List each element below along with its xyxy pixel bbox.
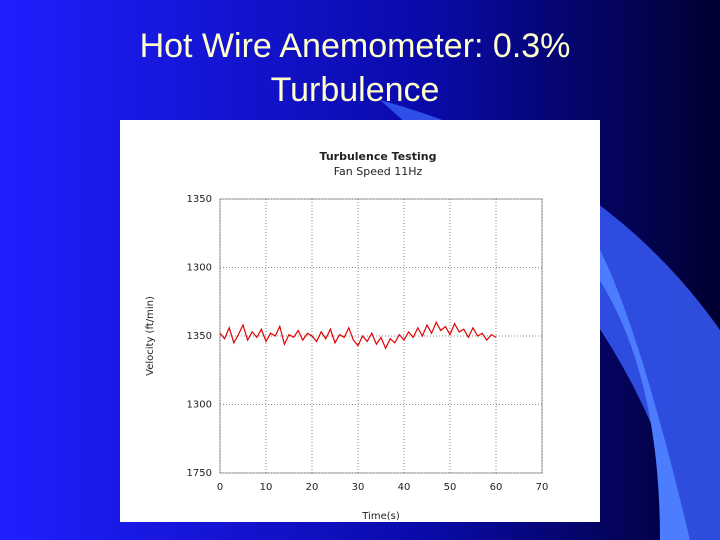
x-tick-label: 30 <box>352 482 365 493</box>
y-tick-label: 1750 <box>187 468 212 479</box>
slide-title: Hot Wire Anemometer: 0.3% Turbulence <box>139 27 571 109</box>
y-tick-label: 1350 <box>187 194 212 205</box>
x-tick-label: 70 <box>536 482 549 493</box>
x-tick-label: 20 <box>306 482 319 493</box>
x-tick-label: 60 <box>490 482 503 493</box>
x-tick-label: 50 <box>444 482 457 493</box>
y-tick-label: 1300 <box>187 400 212 411</box>
y-axis-label: Velocity (ft/min) <box>145 296 156 376</box>
y-tick-label: 1300 <box>187 263 212 274</box>
x-axis-label: Time(s) <box>361 511 400 522</box>
chart-panel <box>120 120 600 522</box>
x-tick-label: 40 <box>398 482 411 493</box>
data-line <box>219 320 497 350</box>
chart-title: Turbulence Testing <box>320 150 437 163</box>
chart-subtitle: Fan Speed 11Hz <box>334 165 423 178</box>
x-tick-label: 0 <box>217 482 223 493</box>
y-tick-label: 1350 <box>187 331 212 342</box>
x-tick-label: 10 <box>260 482 273 493</box>
